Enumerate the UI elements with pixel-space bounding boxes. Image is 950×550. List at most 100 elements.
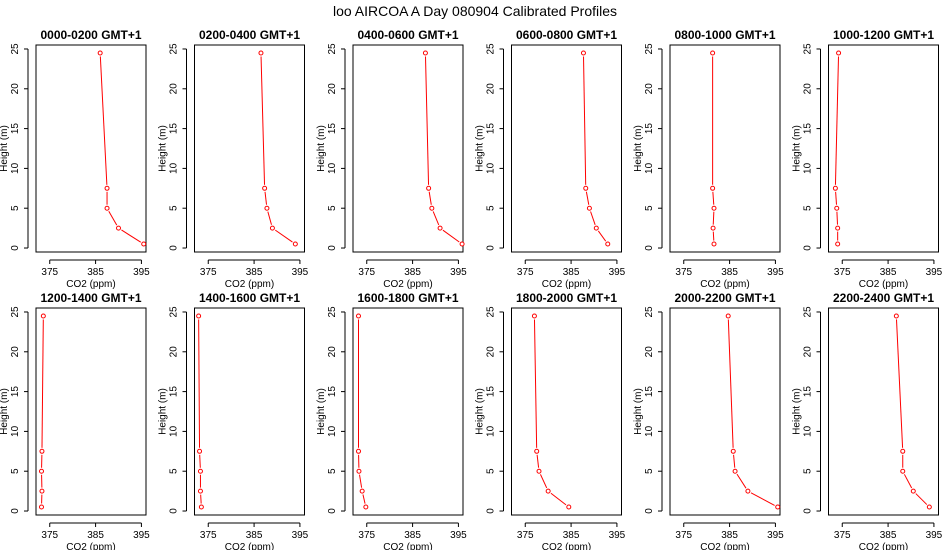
y-tick-label: 5 [644, 205, 655, 211]
data-point [422, 50, 428, 56]
profile-line-segment [359, 474, 363, 488]
data-point [534, 448, 540, 454]
x-tick-label: 395 [133, 530, 150, 541]
x-tick-label: 385 [563, 530, 580, 541]
y-tick-label: 20 [803, 346, 814, 358]
data-point [356, 448, 361, 454]
profile-line-segment [275, 229, 293, 243]
profile-line-segment [835, 191, 838, 205]
x-tick-label: 385 [404, 530, 421, 541]
y-tick-label: 0 [803, 245, 814, 251]
y-tick-label: 25 [169, 306, 180, 318]
y-tick-label: 5 [803, 468, 814, 474]
y-tick-label: 25 [10, 306, 21, 318]
y-axis-label: Height (m) [0, 125, 10, 172]
panel-title: 1200-1400 GMT+1 [40, 291, 141, 305]
y-tick-label: 25 [169, 43, 180, 55]
profile-line-segment [727, 319, 734, 448]
data-point [426, 185, 432, 191]
x-tick-label: 385 [721, 530, 738, 541]
x-tick-label: 395 [292, 267, 309, 278]
profile-line-segment [533, 319, 538, 448]
profile-line-segment [260, 56, 266, 185]
plot-frame [35, 44, 147, 253]
plot-frame [194, 44, 305, 253]
y-axis-label: Height (m) [633, 125, 644, 172]
profile-line-segment [590, 211, 596, 225]
data-point [710, 50, 716, 56]
data-point [197, 448, 203, 454]
x-tick-label: 375 [358, 267, 375, 278]
profile-line-segment [712, 231, 715, 241]
plot-frame [828, 44, 939, 253]
y-tick-label: 15 [486, 123, 497, 135]
panel-title: 1400-1600 GMT+1 [199, 291, 300, 305]
x-tick-label: 375 [675, 530, 692, 541]
plot-frame [352, 307, 464, 516]
profile-line-segment [264, 191, 268, 205]
profile-panel: 0200-0400 GMT+1 375 385 395 CO2 (ppm) 0 5 10 15 2… [158, 28, 309, 290]
y-tick-label: 10 [327, 162, 338, 174]
y-tick-label: 20 [803, 83, 814, 95]
data-point [429, 205, 435, 211]
y-tick-label: 10 [10, 162, 21, 174]
y-tick-label: 0 [327, 245, 338, 251]
data-point [834, 205, 840, 211]
x-axis-label: CO2 (ppm) [383, 542, 432, 550]
profile-line-segment [895, 319, 904, 448]
x-tick-label: 375 [834, 267, 851, 278]
plot-frame [352, 44, 464, 253]
y-axis-label: Height (m) [316, 125, 327, 172]
profile-line-segment [198, 319, 201, 448]
data-point [292, 241, 298, 247]
data-point [566, 504, 572, 510]
profile-line-segment [585, 191, 590, 205]
data-point [116, 225, 121, 231]
data-point [104, 205, 110, 211]
y-tick-label: 5 [486, 205, 497, 211]
panel-grid: 0000-0200 GMT+1 375 385 395 CO2 (ppm) 0 5 10 15 2… [0, 28, 943, 550]
data-point [264, 205, 270, 211]
y-tick-label: 10 [803, 162, 814, 174]
panel-title: 0200-0400 GMT+1 [199, 28, 300, 42]
data-point [39, 504, 44, 510]
profile-line-segment [199, 454, 201, 468]
data-point [745, 488, 751, 494]
profile-line-segment [903, 474, 913, 489]
x-tick-label: 385 [246, 530, 263, 541]
y-tick-label: 5 [327, 468, 338, 474]
y-tick-label: 25 [486, 43, 497, 55]
x-tick-label: 395 [609, 267, 626, 278]
data-point [531, 313, 537, 319]
y-tick-label: 25 [327, 43, 338, 55]
x-tick-label: 375 [517, 530, 534, 541]
data-point [593, 225, 599, 231]
y-tick-label: 15 [644, 386, 655, 398]
y-axis-label: Height (m) [316, 388, 327, 435]
plot-frame [669, 307, 781, 516]
y-tick-label: 5 [10, 468, 21, 474]
x-tick-label: 395 [767, 267, 784, 278]
data-point [910, 488, 916, 494]
x-tick-label: 375 [41, 267, 58, 278]
x-tick-label: 375 [358, 530, 375, 541]
profile-panel: 1000-1200 GMT+1 375 385 395 CO2 (ppm) 0 5 10 15 2… [792, 28, 943, 290]
y-tick-label: 0 [486, 245, 497, 251]
data-point [97, 50, 103, 56]
data-point [39, 468, 44, 474]
profile-line-segment [834, 56, 840, 185]
data-point [39, 488, 45, 494]
profile-line-segment [432, 211, 440, 226]
data-point [900, 468, 906, 474]
data-point [711, 205, 717, 211]
x-tick-label: 395 [133, 267, 150, 278]
y-tick-label: 25 [486, 306, 497, 318]
panel-title: 0000-0200 GMT+1 [40, 28, 141, 42]
data-point [141, 241, 147, 247]
profile-line-segment [733, 454, 736, 468]
data-point [926, 504, 932, 510]
y-tick-label: 5 [10, 205, 21, 211]
x-axis-label: CO2 (ppm) [859, 279, 908, 290]
y-tick-label: 15 [486, 386, 497, 398]
y-tick-label: 0 [10, 508, 21, 514]
